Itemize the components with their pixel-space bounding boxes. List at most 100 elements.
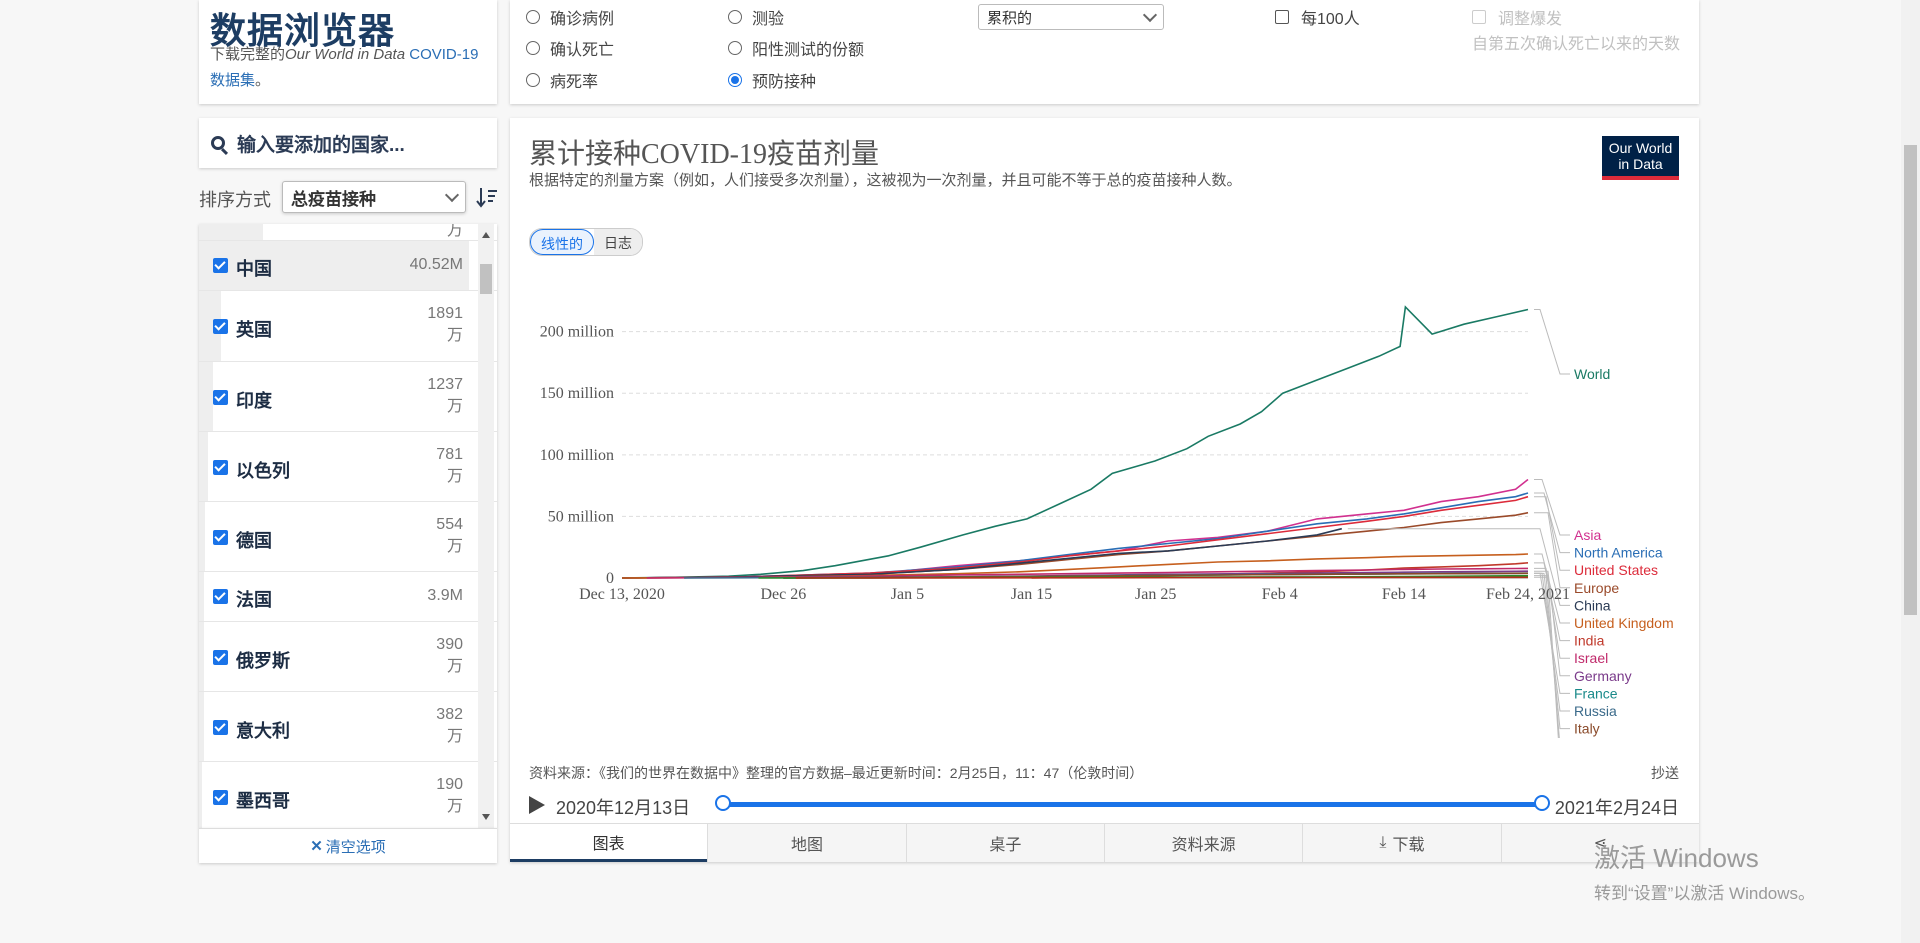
sort-select[interactable]: 总疫苗接种 (282, 181, 466, 213)
align-outbreak-checkbox: 调整爆发 (1472, 5, 1562, 29)
legend-label: Europe (1574, 580, 1619, 596)
country-checkbox[interactable] (213, 589, 228, 604)
country-checkbox[interactable] (213, 390, 228, 405)
country-checkbox[interactable] (213, 258, 228, 273)
timeline-start-handle[interactable] (715, 795, 731, 811)
search-icon (211, 136, 225, 150)
tab-share[interactable]: ⋖ (1500, 824, 1699, 862)
legend-label: France (1574, 685, 1618, 701)
series-line-denmark (795, 576, 1529, 579)
owid-logo[interactable]: Our World in Data (1602, 136, 1679, 180)
header-card: 数据浏览器 下载完整的Our World in Data COVID-19数据集… (199, 0, 497, 104)
scale-toggle[interactable]: 线性的 日志 (529, 228, 643, 256)
x-tick-label: Jan 25 (1135, 586, 1176, 603)
clear-selection-button[interactable]: ✕ 清空选项 (199, 828, 497, 863)
x-tick-label: Feb 14 (1382, 586, 1426, 603)
radio-positive-share[interactable]: 阳性测试的份额 (728, 36, 864, 60)
list-item[interactable]: 印度 1237 万 (199, 362, 497, 432)
dataset-link[interactable]: COVID-19数据集 (210, 46, 479, 89)
chevron-down-icon (444, 187, 460, 203)
x-tick-label: Feb 4 (1262, 586, 1298, 603)
radio-vaccinations[interactable]: 预防接种 (728, 68, 816, 92)
radio-dot[interactable] (728, 41, 742, 55)
legend-label: United States (1574, 562, 1658, 578)
list-item[interactable]: 万 (199, 224, 497, 241)
legend-label: Russia (1574, 703, 1617, 719)
radio-dot[interactable] (728, 10, 742, 24)
country-checkbox[interactable] (213, 720, 228, 735)
timeline[interactable]: 2020年12月13日 2021年2月24日 (529, 790, 1679, 820)
list-item[interactable]: 中国 40.52M (199, 241, 497, 291)
x-tick-label: Feb 24, 2021 (1486, 586, 1570, 603)
series-line-world (621, 305, 1529, 579)
tab-chart[interactable]: 图表 (510, 824, 708, 862)
country-checkbox[interactable] (213, 790, 228, 805)
list-item[interactable]: 德国 554 万 (199, 502, 497, 572)
country-checkbox[interactable] (213, 319, 228, 334)
share-button[interactable]: 抄送 (1651, 765, 1679, 781)
interval-select[interactable]: 累积的 (978, 4, 1164, 30)
scale-linear-button[interactable]: 线性的 (530, 229, 594, 255)
country-list: 万 中国 40.52M 英国 1891 万 印度 1237 万 以色列 781 万 德… (199, 224, 497, 828)
radio-tests[interactable]: 测验 (728, 5, 784, 29)
legend-label: United Kingdom (1574, 615, 1674, 631)
tab-sources[interactable]: 资料来源 (1103, 824, 1303, 862)
sort-order-icon[interactable] (476, 186, 498, 208)
list-item[interactable]: 意大利 382 万 (199, 692, 497, 762)
legend-connector (1534, 478, 1570, 536)
tab-table[interactable]: 桌子 (905, 824, 1104, 862)
per-capita-checkbox[interactable]: 每100人 (1275, 5, 1360, 29)
country-checkbox[interactable] (213, 650, 228, 665)
close-icon: ✕ (310, 838, 323, 855)
scrollbar-thumb[interactable] (1904, 145, 1917, 615)
country-checkbox[interactable] (213, 530, 228, 545)
legend-label: Asia (1574, 527, 1601, 543)
scroll-up-icon[interactable] (482, 232, 490, 238)
chart-title: 累计接种COVID-19疫苗剂量 (529, 139, 879, 170)
tab-download[interactable]: ⤓ 下载 (1302, 824, 1501, 862)
chart-subtitle: 根据特定的剂量方案（例如，人们接受多次剂量），这被视为一次剂量，并且可能不等于总… (529, 172, 1242, 189)
list-item[interactable]: 法国 3.9M (199, 572, 497, 622)
legend-connector (1534, 570, 1570, 677)
legend-connector (1347, 528, 1570, 606)
radio-case-fatality[interactable]: 病死率 (526, 68, 598, 92)
timeline-end-handle[interactable] (1534, 795, 1550, 811)
page-scrollbar[interactable] (1901, 0, 1920, 943)
radio-confirmed-cases[interactable]: 确诊病例 (526, 5, 614, 29)
list-item[interactable]: 墨西哥 190 万 (199, 762, 497, 828)
radio-dot[interactable] (526, 10, 540, 24)
scrollbar-thumb[interactable] (480, 264, 492, 294)
play-icon[interactable] (529, 796, 545, 814)
legend-label: China (1574, 597, 1611, 613)
scale-log-button[interactable]: 日志 (594, 229, 642, 255)
tab-map[interactable]: 地图 (707, 824, 906, 862)
list-item[interactable]: 以色列 781 万 (199, 432, 497, 502)
page-title: 数据浏览器 (210, 10, 396, 51)
y-tick-label: 50 million (548, 508, 614, 525)
legend-label: Israel (1574, 650, 1608, 666)
share-icon: ⋖ (1593, 835, 1607, 852)
list-item[interactable]: 英国 1891 万 (199, 291, 497, 362)
series-line-united-kingdom (621, 553, 1529, 579)
checkbox-box (1472, 10, 1486, 24)
legend-label: India (1574, 633, 1605, 649)
radio-dot[interactable] (526, 41, 540, 55)
legend-label: Italy (1574, 721, 1600, 737)
scroll-down-icon[interactable] (482, 814, 490, 820)
page-subtitle: 下载完整的Our World in Data COVID-19数据集。 (210, 46, 479, 89)
radio-dot-selected[interactable] (728, 73, 742, 87)
legend-connector (1534, 492, 1570, 554)
y-tick-label: 200 million (540, 324, 614, 341)
list-scrollbar[interactable] (478, 224, 494, 828)
radio-confirmed-deaths[interactable]: 确认死亡 (526, 36, 614, 60)
country-checkbox[interactable] (213, 460, 228, 475)
search-input[interactable]: 输入要添加的国家... (237, 134, 405, 156)
legend-connector (1534, 576, 1559, 738)
y-tick-label: 100 million (540, 447, 614, 464)
country-search[interactable]: 输入要添加的国家... (199, 118, 497, 168)
list-item[interactable]: 俄罗斯 390 万 (199, 622, 497, 692)
checkbox-box[interactable] (1275, 10, 1289, 24)
radio-dot[interactable] (526, 73, 540, 87)
timeline-track[interactable] (722, 802, 1542, 807)
